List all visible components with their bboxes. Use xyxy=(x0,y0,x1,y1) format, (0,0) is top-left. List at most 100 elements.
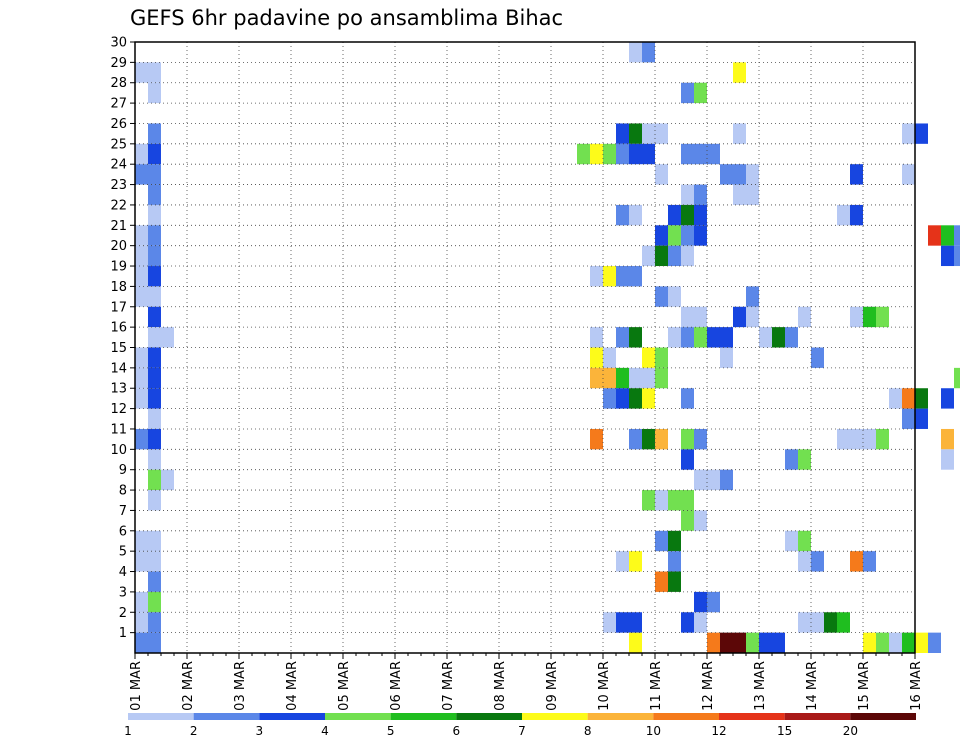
x-tick-label: 04 MAR xyxy=(285,661,300,711)
heatmap-cell xyxy=(148,82,161,104)
x-tick-label: 03 MAR xyxy=(233,661,248,711)
heatmap-cell xyxy=(135,367,148,389)
heatmap-cell xyxy=(668,286,681,307)
y-tick-label: 23 xyxy=(110,178,127,193)
heatmap-cell xyxy=(941,449,954,470)
heatmap-cell xyxy=(863,632,876,653)
heatmap-cell xyxy=(837,612,850,633)
y-tick-label: 14 xyxy=(110,361,127,376)
y-tick-label: 19 xyxy=(110,260,127,275)
y-tick-label: 12 xyxy=(110,402,127,417)
heatmap-cell xyxy=(694,82,707,104)
heatmap-cell xyxy=(668,490,694,511)
heatmap-cell xyxy=(629,388,642,409)
heatmap-cell xyxy=(720,164,746,185)
y-tick-label: 6 xyxy=(119,524,127,539)
heatmap-cell xyxy=(148,367,161,389)
heatmap-cell xyxy=(941,225,954,246)
y-tick-label: 9 xyxy=(119,463,127,478)
legend-swatch xyxy=(587,713,654,720)
heatmap-cell xyxy=(746,164,759,185)
legend-swatch xyxy=(850,713,916,720)
x-tick-label: 15 MAR xyxy=(857,661,872,711)
heatmap-cell xyxy=(668,245,681,267)
heatmap-cell xyxy=(148,571,161,592)
x-tick-label: 16 MAR xyxy=(909,661,924,711)
heatmap-cell xyxy=(148,204,161,226)
heatmap-cell xyxy=(902,632,915,653)
heatmap-cell xyxy=(148,469,161,491)
heatmap-cell xyxy=(694,327,707,348)
heatmap-cell xyxy=(148,327,161,348)
heatmap-cell xyxy=(954,225,960,246)
heatmap-cell xyxy=(668,204,681,226)
heatmap-cell xyxy=(681,82,694,104)
heatmap-cell xyxy=(148,449,161,470)
heatmap-cell xyxy=(681,327,694,348)
heatmap-cell xyxy=(616,143,629,165)
heatmap-cell xyxy=(655,225,668,246)
heatmap-cell xyxy=(668,327,681,348)
heatmap-cell xyxy=(668,530,681,552)
y-tick-label: 5 xyxy=(119,545,127,560)
heatmap-cell xyxy=(694,428,707,450)
heatmap-cell xyxy=(590,347,603,368)
heatmap-cell xyxy=(863,551,876,572)
heatmap-cell xyxy=(798,449,811,470)
y-tick-label: 28 xyxy=(110,76,127,91)
heatmap-cell xyxy=(655,347,668,368)
heatmap-cell xyxy=(655,245,668,267)
heatmap-cell xyxy=(616,612,642,633)
heatmap-cell xyxy=(772,327,785,348)
heatmap-cell xyxy=(629,204,642,226)
heatmap-cell xyxy=(148,408,161,429)
heatmap-cell xyxy=(681,245,694,267)
heatmap-cell xyxy=(746,306,759,328)
heatmap-cell xyxy=(629,143,655,165)
heatmap-cell xyxy=(681,184,694,205)
heatmap-cell xyxy=(590,327,603,348)
legend-label: 4 xyxy=(321,724,329,738)
heatmap-cell xyxy=(954,367,960,389)
heatmap-cell xyxy=(785,449,798,470)
heatmap-cell xyxy=(655,571,668,592)
y-tick-label: 7 xyxy=(119,504,127,519)
legend-label: 15 xyxy=(777,724,792,738)
heatmap-cell xyxy=(642,42,655,63)
heatmap-cell xyxy=(590,266,603,287)
x-tick-label: 02 MAR xyxy=(181,661,196,711)
heatmap-cell xyxy=(603,143,616,165)
heatmap-cell xyxy=(746,632,759,653)
heatmap-cell xyxy=(824,612,837,633)
x-tick-label: 01 MAR xyxy=(129,661,144,711)
heatmap-cell xyxy=(850,551,863,572)
heatmap-cell xyxy=(798,551,811,572)
legend-label: 6 xyxy=(453,724,461,738)
legend-label: 10 xyxy=(646,724,661,738)
legend-swatch xyxy=(325,713,391,720)
heatmap-cell xyxy=(616,204,629,226)
heatmap-cell xyxy=(928,632,941,653)
heatmap-cell xyxy=(135,245,148,267)
heatmap-cell xyxy=(148,591,161,613)
heatmap-cell xyxy=(135,632,161,653)
heatmap-cell xyxy=(681,449,694,470)
heatmap-cell xyxy=(629,327,642,348)
heatmap-cell xyxy=(590,143,603,165)
heatmap-cell xyxy=(837,204,850,226)
y-tick-label: 18 xyxy=(110,280,127,295)
heatmap-cell xyxy=(642,388,655,409)
legend-swatch xyxy=(193,713,260,720)
y-tick-label: 10 xyxy=(110,443,127,458)
x-tick-label: 06 MAR xyxy=(389,661,404,711)
heatmap-cell xyxy=(733,123,746,144)
heatmap-cell xyxy=(148,388,161,409)
y-tick-label: 26 xyxy=(110,117,127,132)
legend-swatch xyxy=(784,713,851,720)
heatmap-cell xyxy=(850,164,863,185)
legend-swatch xyxy=(719,713,785,720)
heatmap-cell xyxy=(733,184,759,205)
x-tick-label: 13 MAR xyxy=(753,661,768,711)
chart-title: GEFS 6hr padavine po ansamblima Bihac xyxy=(130,6,564,30)
heatmap-cell xyxy=(642,245,655,267)
